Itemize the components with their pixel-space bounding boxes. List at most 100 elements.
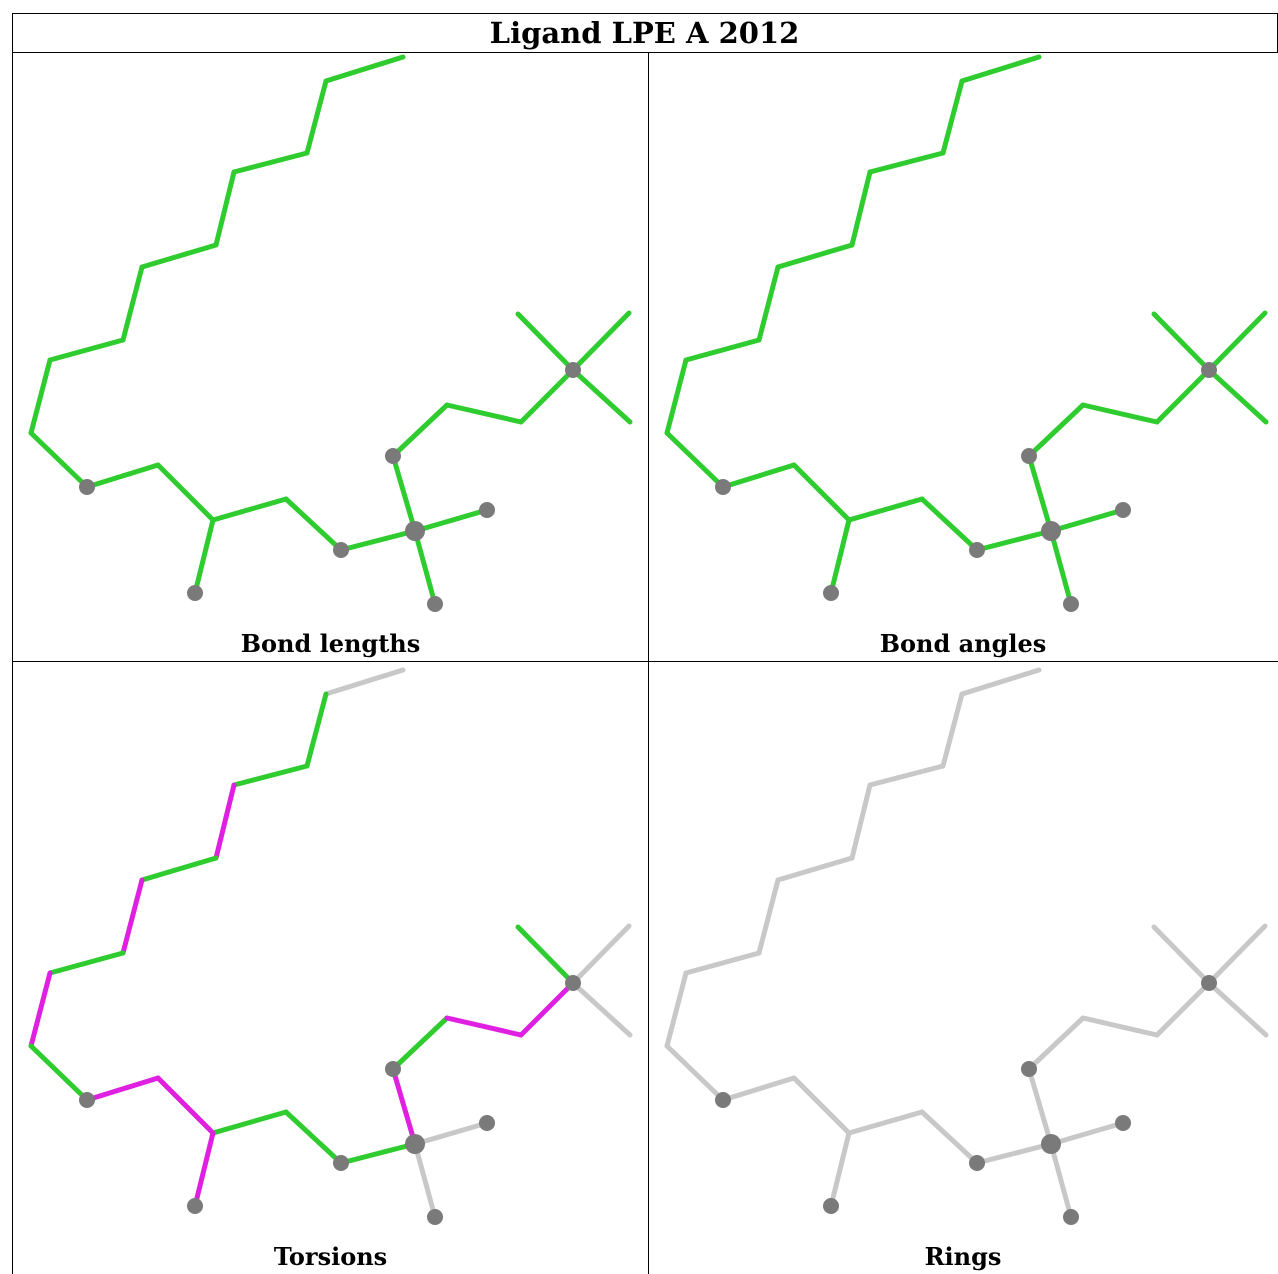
bond	[828, 1130, 852, 1209]
bond	[974, 1141, 1054, 1166]
bond	[846, 1109, 925, 1136]
bond	[338, 528, 418, 553]
atom-sphere	[1021, 448, 1037, 464]
atom-sphere	[715, 1092, 731, 1108]
bond	[775, 242, 855, 270]
bond	[1026, 453, 1054, 534]
atom-sphere	[823, 1198, 839, 1214]
bond	[518, 980, 576, 1038]
bond	[390, 1015, 450, 1072]
bond	[120, 877, 145, 956]
bond	[323, 54, 406, 84]
bond	[1080, 402, 1160, 425]
bond	[139, 242, 219, 270]
atom-sphere	[565, 362, 581, 378]
bond	[867, 763, 946, 788]
bond	[28, 970, 53, 1049]
bond	[412, 1120, 490, 1147]
atom-sphere	[565, 975, 581, 991]
bond	[664, 970, 689, 1049]
atom-sphere	[1063, 596, 1079, 612]
bond	[120, 264, 145, 343]
bond	[1026, 1015, 1086, 1072]
bond	[664, 1043, 726, 1103]
bond	[1026, 1066, 1054, 1147]
bond	[515, 924, 576, 986]
molecule-torsions	[28, 667, 633, 1225]
atom-sphere	[405, 521, 425, 541]
bond	[1206, 310, 1268, 373]
table-border-title-bottom	[12, 52, 1278, 53]
bond	[974, 528, 1054, 553]
bond	[1154, 367, 1212, 425]
bond	[139, 855, 219, 883]
atom-sphere	[823, 585, 839, 601]
bond	[919, 1109, 980, 1166]
panel-torsions: Torsions	[13, 662, 648, 1274]
bond	[28, 357, 53, 436]
bond	[1048, 507, 1126, 534]
bond	[47, 337, 126, 363]
caption-bond-angles: Bond angles	[879, 629, 1047, 658]
bond	[412, 507, 490, 534]
bond	[683, 950, 762, 976]
bond	[28, 430, 90, 490]
table-border-center	[648, 52, 649, 1274]
atom-sphere	[479, 1115, 495, 1131]
bond	[210, 496, 289, 523]
bond	[756, 877, 781, 956]
bond	[155, 1075, 216, 1136]
bond	[323, 667, 406, 697]
bond	[210, 1109, 289, 1136]
atom-sphere	[1115, 502, 1131, 518]
bond	[155, 462, 216, 523]
bond	[849, 169, 873, 248]
bond	[664, 357, 689, 436]
atom-sphere	[385, 448, 401, 464]
bond	[444, 402, 524, 425]
bond	[570, 367, 633, 425]
bond	[720, 1075, 797, 1103]
atom-sphere	[1041, 1134, 1061, 1154]
molecule-rings	[664, 667, 1269, 1225]
atom-sphere	[479, 502, 495, 518]
bond	[304, 78, 329, 156]
bond	[28, 1043, 90, 1103]
bond	[959, 667, 1042, 697]
atom-sphere	[187, 1198, 203, 1214]
table-border-top	[12, 13, 1278, 14]
bond	[1206, 980, 1269, 1038]
bond	[1048, 1120, 1126, 1147]
bond	[940, 78, 965, 156]
bond	[283, 1109, 344, 1166]
atom-sphere	[1115, 1115, 1131, 1131]
bond	[412, 528, 438, 607]
bond	[338, 1141, 418, 1166]
bond	[192, 517, 216, 596]
bond	[1206, 367, 1269, 425]
bond	[791, 1075, 852, 1136]
atom-sphere	[1021, 1061, 1037, 1077]
bond	[775, 855, 855, 883]
bond	[940, 691, 965, 769]
table-title: Ligand LPE A 2012	[489, 16, 800, 50]
bond	[1080, 1015, 1160, 1038]
bond	[1154, 980, 1212, 1038]
bond	[192, 1130, 216, 1209]
bond	[304, 691, 329, 769]
bond	[570, 310, 632, 373]
bond	[849, 782, 873, 861]
bond	[756, 264, 781, 343]
atom-sphere	[1041, 521, 1061, 541]
bond	[283, 496, 344, 553]
atom-sphere	[1063, 1209, 1079, 1225]
atom-sphere	[333, 1155, 349, 1171]
atom-sphere	[1201, 975, 1217, 991]
bond	[390, 453, 418, 534]
bond	[213, 782, 237, 861]
panel-bond-lengths: Bond lengths	[13, 53, 648, 661]
bond	[959, 54, 1042, 84]
bond	[390, 402, 450, 459]
bond	[867, 150, 946, 175]
atom-sphere	[187, 585, 203, 601]
